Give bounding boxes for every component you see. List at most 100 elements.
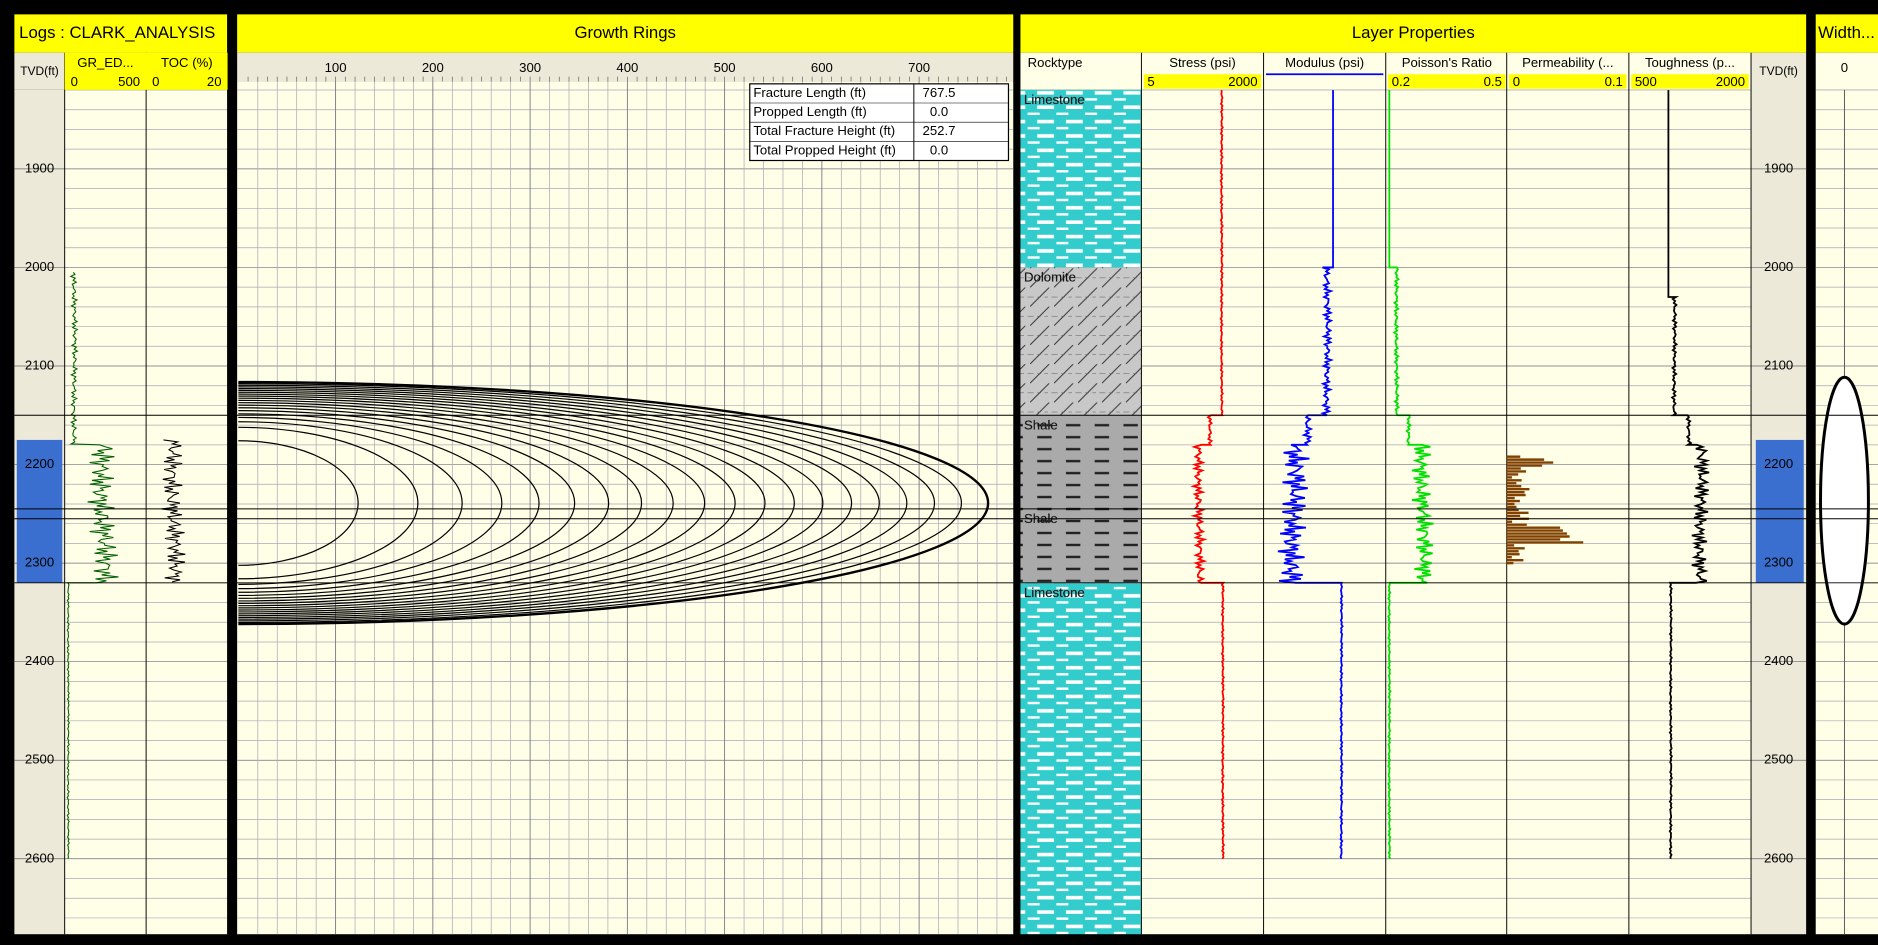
perforation-band — [16, 439, 63, 583]
panel-title: Layer Properties — [1352, 23, 1475, 42]
range-max: 0.5 — [1484, 74, 1502, 89]
summary-label: Total Propped Height (ft) — [753, 142, 896, 157]
rock-layer — [1020, 415, 1142, 509]
growth-header — [237, 14, 1014, 53]
rock-layer-label: Shale — [1024, 418, 1058, 433]
summary-label: Fracture Length (ft) — [753, 85, 866, 100]
rock-layer-label: Limestone — [1024, 92, 1085, 107]
growth-ring — [238, 416, 503, 590]
range-min: 0 — [71, 74, 78, 89]
summary-value: 767.5 — [923, 85, 956, 100]
rock-layer-label: Dolomite — [1024, 270, 1076, 285]
depth-label: 2400 — [25, 653, 54, 668]
rock-layer — [1020, 89, 1142, 268]
x-tick-label: 100 — [325, 60, 347, 75]
growth-ring — [238, 388, 881, 619]
width-profile — [1819, 375, 1870, 626]
range-box — [67, 74, 144, 89]
growth-grid-area — [237, 81, 1014, 935]
x-tick-label: 700 — [908, 60, 930, 75]
depth-label: 2600 — [1764, 850, 1793, 865]
toughness-curve — [1667, 90, 1711, 859]
depth-label: 2100 — [1764, 357, 1793, 372]
growth-ruler — [237, 52, 1014, 82]
range-max: 500 — [118, 74, 140, 89]
depth-label: 1900 — [1764, 160, 1793, 175]
range-box — [1388, 74, 1506, 89]
layer-header — [1020, 14, 1807, 53]
depth-header: TVD(ft) — [1759, 64, 1798, 78]
logs-header — [14, 14, 228, 53]
track-name: Stress (psi) — [1169, 55, 1236, 70]
depth-label: 2300 — [25, 555, 54, 570]
growth-ring — [238, 421, 463, 585]
summary-value: 0.0 — [930, 104, 948, 119]
growth-ring — [238, 440, 359, 566]
rock-layer-label: Limestone — [1024, 585, 1085, 600]
track-name: Toughness (p... — [1645, 55, 1735, 70]
range-max: 0.1 — [1605, 74, 1623, 89]
summary-label: Total Fracture Height (ft) — [753, 123, 895, 138]
perforation-band — [1755, 439, 1804, 583]
stress-curve — [1190, 90, 1226, 860]
width-subheader — [1815, 52, 1878, 90]
range-min: 0 — [152, 74, 159, 89]
range-min: 5 — [1147, 74, 1154, 89]
depth-label: 2200 — [1764, 456, 1793, 471]
rock-layer — [1020, 508, 1142, 583]
panel-title: Width... — [1818, 23, 1875, 42]
range-max: 2000 — [1228, 74, 1257, 89]
depth-label: 2000 — [1764, 259, 1793, 274]
x-tick-label: 400 — [616, 60, 638, 75]
track-name: Poisson's Ratio — [1402, 55, 1492, 70]
depth-label: 2600 — [25, 850, 54, 865]
depth-label: 2500 — [25, 752, 54, 767]
width-tick-label: 0 — [1841, 60, 1848, 75]
growth-ring — [238, 413, 540, 593]
depth-label: 2100 — [25, 357, 54, 372]
x-tick-label: 300 — [519, 60, 541, 75]
growth-ring — [238, 380, 990, 626]
x-tick-label: 600 — [811, 60, 833, 75]
depth-label: 2500 — [1764, 752, 1793, 767]
panel-title: Logs : CLARK_ANALYSIS — [19, 23, 215, 42]
growth-ring — [238, 407, 610, 599]
track-name: GR_ED... — [77, 55, 133, 70]
gr-curve — [66, 272, 119, 859]
rock-layer — [1020, 267, 1142, 416]
track-name: Modulus (psi) — [1285, 55, 1364, 70]
depth-label: 1900 — [25, 160, 54, 175]
toc-curve — [161, 439, 186, 583]
summary-value: 0.0 — [930, 142, 948, 157]
range-max: 20 — [207, 74, 222, 89]
range-min: 0.2 — [1392, 74, 1410, 89]
range-box — [1509, 74, 1627, 89]
panel-title: Growth Rings — [574, 23, 675, 42]
range-box — [1143, 74, 1262, 89]
depth-label: 2300 — [1764, 555, 1793, 570]
range-box — [1631, 74, 1749, 89]
depth-label: 2200 — [25, 456, 54, 471]
modulus-curve — [1277, 90, 1344, 860]
depth-label: 2400 — [1764, 653, 1793, 668]
x-tick-label: 200 — [422, 60, 444, 75]
range-min: 0 — [1513, 74, 1520, 89]
range-min: 500 — [1635, 74, 1657, 89]
x-tick-label: 500 — [714, 60, 736, 75]
summary-value: 252.7 — [923, 123, 956, 138]
summary-label: Propped Length (ft) — [753, 104, 866, 119]
track-name: Permeability (... — [1522, 55, 1613, 70]
poisson-curve — [1387, 90, 1434, 860]
depth-header: TVD(ft) — [20, 64, 59, 78]
depth-label: 2000 — [25, 259, 54, 274]
range-max: 2000 — [1716, 74, 1745, 89]
range-box — [148, 74, 226, 89]
rock-layer — [1020, 582, 1142, 935]
rocktype-header: Rocktype — [1028, 55, 1083, 70]
layer-track-area — [1141, 89, 1752, 935]
width-header — [1815, 14, 1878, 53]
growth-ring — [238, 404, 643, 602]
track-name: TOC (%) — [161, 55, 213, 70]
